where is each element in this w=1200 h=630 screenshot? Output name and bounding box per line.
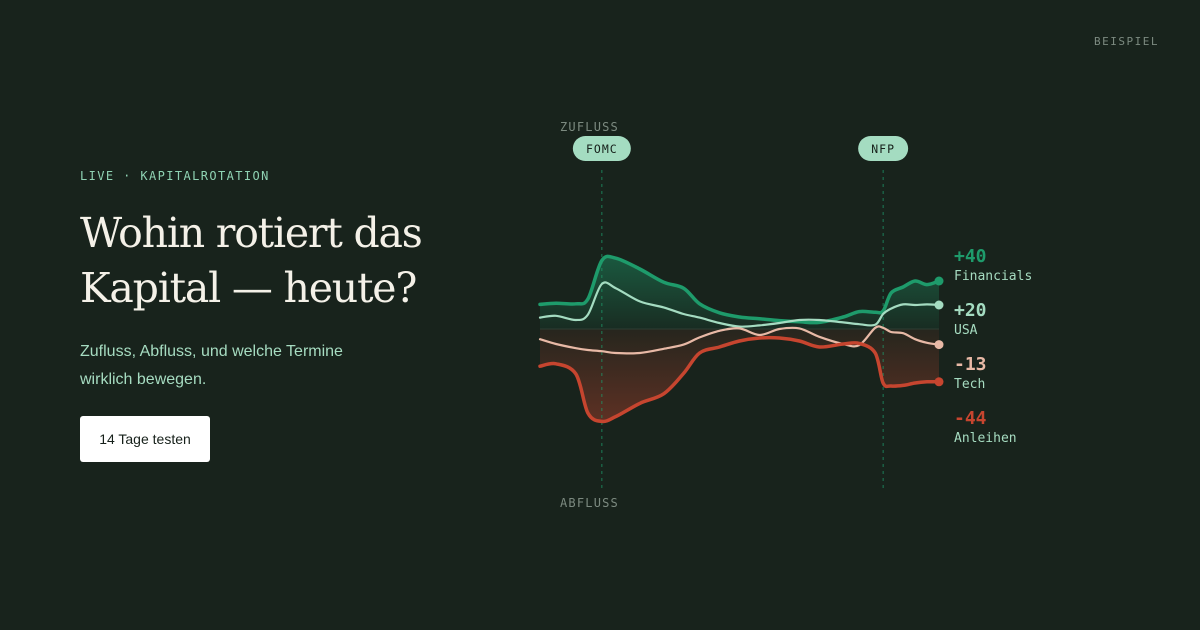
series-endpoint-usa[interactable]	[934, 300, 944, 310]
trial-button[interactable]: 14 Tage testen	[80, 416, 210, 462]
event-pill-fomc[interactable]	[572, 136, 631, 161]
series-labels: +40 Financials +20 USA -13 Tech -44 Anleihen	[954, 246, 1032, 446]
outflow-zone-label: ABFLUSS	[560, 496, 619, 510]
series-endpoint-tech[interactable]	[934, 340, 944, 350]
series-name-financials: Financials	[954, 269, 1032, 284]
series-value-tech: -13	[954, 354, 987, 375]
page-title: Wohin rotiert das Kapital — heute?	[80, 206, 520, 316]
series-line-tech	[538, 325, 941, 355]
area-fills	[540, 256, 939, 422]
series-value-financials: +40	[954, 246, 987, 267]
series-name-tech: Tech	[954, 377, 985, 392]
event-label-fomc: FOMC	[586, 142, 618, 156]
eyebrow-label: LIVE · KAPITALROTATION	[80, 169, 270, 183]
series-lines	[538, 254, 944, 424]
series-line-financials	[538, 254, 941, 325]
inflow-zone-label: ZUFLUSS	[560, 120, 619, 134]
series-value-usa: +20	[954, 300, 987, 321]
area-financials	[540, 256, 939, 329]
event-label-nfp: NFP	[871, 142, 895, 156]
series-endpoint-financials[interactable]	[934, 276, 944, 286]
series-name-anleihen: Anleihen	[954, 431, 1017, 446]
subline-line-2: wirklich bewegen.	[80, 371, 207, 388]
example-label: BEISPIEL	[1094, 35, 1159, 48]
event-markers: FOMC NFP	[572, 136, 909, 488]
series-line-anleihen	[538, 335, 941, 424]
series-name-usa: USA	[954, 323, 978, 338]
headline-line-1: Wohin rotiert das	[80, 209, 423, 257]
subline-line-1: Zufluss, Abfluss, und welche Termine	[80, 343, 343, 360]
event-pill-nfp[interactable]	[858, 136, 909, 161]
series-line-usa	[538, 281, 941, 328]
series-endpoint-anleihen[interactable]	[934, 377, 944, 387]
series-value-anleihen: -44	[954, 408, 987, 429]
headline-line-2: Kapital — heute?	[80, 264, 417, 312]
area-anleihen	[540, 329, 939, 422]
page-subtitle: Zufluss, Abfluss, und welche Termine wir…	[80, 338, 420, 394]
